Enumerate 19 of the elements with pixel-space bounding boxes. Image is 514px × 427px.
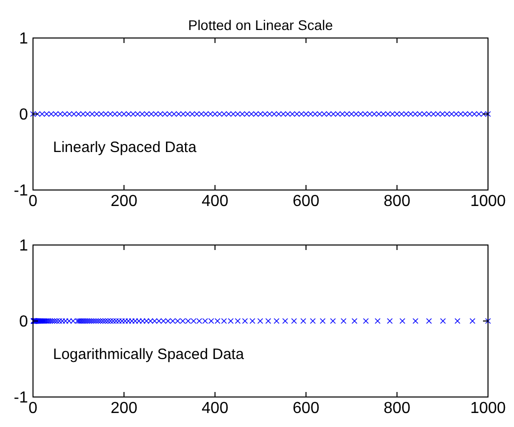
y-tick-label: -1 [14, 390, 28, 407]
x-tick-label: 800 [384, 400, 410, 417]
y-tick-label: -1 [14, 182, 28, 200]
x-tick-label: 200 [110, 193, 138, 210]
x-tick-label: 200 [110, 400, 138, 417]
annotation: Linearly Spaced Data [53, 139, 198, 156]
y-tick-label: 1 [19, 30, 28, 48]
chart-title: Plotted on Linear Scale [188, 17, 334, 33]
x-tick-label: 1000 [470, 400, 506, 417]
x-tick-label: 800 [384, 193, 410, 210]
y-tick-label: 0 [19, 106, 28, 124]
x-tick-label: 400 [202, 193, 228, 210]
y-tick-label: 0 [19, 314, 28, 331]
x-tick-label: 600 [292, 193, 320, 210]
annotation: Logarithmically Spaced Data [53, 346, 245, 363]
x-tick-label: 1000 [470, 193, 506, 210]
y-tick-label: 1 [19, 238, 28, 255]
x-tick-label: 600 [292, 400, 320, 417]
x-tick-label: 400 [202, 400, 228, 417]
